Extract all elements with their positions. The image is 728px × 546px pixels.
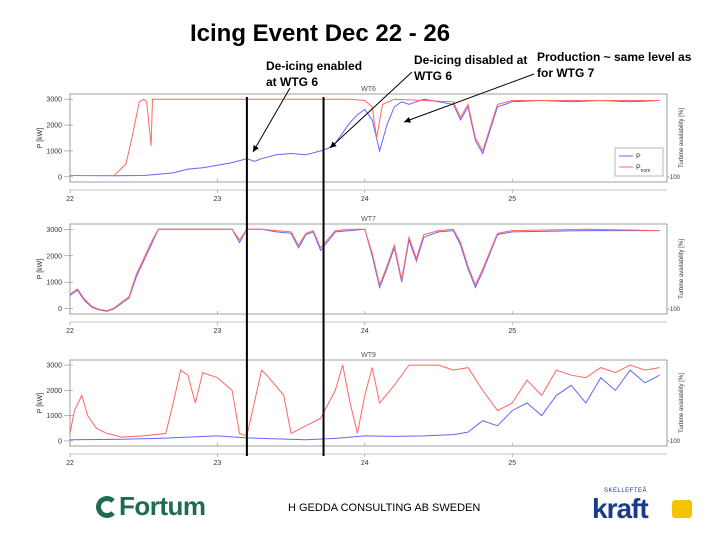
annotation-deicing-disabled: De-icing disabled at WTG 6 <box>414 52 527 84</box>
annotation-arrow-production <box>403 73 535 123</box>
footer-text: H GEDDA CONSULTING AB SWEDEN <box>288 502 481 514</box>
fortum-logo-text: Fortum <box>119 491 206 521</box>
annotation-production-level: Production ~ same level as for WTG 7 <box>537 49 691 81</box>
panel-title: WT7 <box>361 216 376 223</box>
y-tick-label: 2000 <box>46 123 62 130</box>
legend-label: Pnom <box>636 165 650 175</box>
x-tick-label: 24 <box>361 328 369 335</box>
legend-box <box>614 147 664 177</box>
x-tick-label: 23 <box>214 460 222 467</box>
plot-frame <box>69 223 668 315</box>
y-tick-label: 3000 <box>46 227 62 234</box>
kraft-logo: SKELLEFTEÅ kraft <box>592 488 696 524</box>
series-line-p <box>69 228 660 312</box>
series-line-p <box>69 98 660 177</box>
y-tick-label: 1000 <box>46 148 62 155</box>
annotation-arrow-production-head <box>404 116 411 123</box>
y2-axis-label: Turbine availability [%] <box>679 108 685 168</box>
legend-label: P <box>636 154 641 161</box>
kraft-logo-text: kraft <box>592 493 649 524</box>
x-tick-label: 22 <box>66 196 74 203</box>
y2-axis-label: Turbine availability [%] <box>679 373 685 433</box>
annotation-line: De-icing disabled at <box>414 53 528 67</box>
y-axis-label: P [kW] <box>37 393 44 414</box>
panel-title: WT9 <box>361 352 376 359</box>
y2-axis-label: Turbine availability [%] <box>679 239 685 299</box>
annotation-line: Production ~ same level as <box>537 50 692 64</box>
kraft-logo-small-text: SKELLEFTEÅ <box>604 488 648 494</box>
fortum-logo-mark <box>96 496 118 518</box>
kraft-logo-mark <box>672 500 692 518</box>
y-tick-label: 0 <box>58 306 62 313</box>
y-tick-label: 0 <box>58 438 62 445</box>
plot-frame <box>69 93 668 183</box>
annotation-line: for WTG 7 <box>537 66 595 80</box>
y-tick-label: 3000 <box>46 97 62 104</box>
y-tick-label: 2000 <box>46 253 62 260</box>
x-tick-label: 25 <box>508 196 516 203</box>
series-line-p-nom <box>69 228 660 312</box>
slide-title: Icing Event Dec 22 - 26 <box>190 20 451 47</box>
x-tick-label: 22 <box>66 328 74 335</box>
annotation-deicing-enabled: De-icing enabled at WTG 6 <box>266 58 362 90</box>
x-tick-label: 24 <box>361 460 369 467</box>
annotation-line: at WTG 6 <box>266 75 319 89</box>
y-tick-label: 0 <box>58 174 62 181</box>
x-tick-label: 25 <box>508 328 516 335</box>
annotation-arrow-disabled-head <box>330 141 337 148</box>
series-line-p-nom <box>70 98 660 176</box>
series-line-p <box>69 369 660 441</box>
fortum-logo: Fortum <box>96 491 206 522</box>
y-tick-label: 1000 <box>46 280 62 287</box>
y-tick-label: 2000 <box>46 388 62 395</box>
x-tick-label: 25 <box>508 460 516 467</box>
y2-tick-label: 100 <box>670 307 681 313</box>
y-axis-label: P [kW] <box>37 128 44 149</box>
annotation-arrow-disabled <box>329 71 413 149</box>
x-tick-label: 22 <box>66 460 74 467</box>
annotation-arrow-enabled-head <box>253 145 259 152</box>
annotation-arrow-enabled <box>252 87 291 153</box>
y2-tick-label: 100 <box>670 439 681 445</box>
annotation-line: De-icing enabled <box>266 59 363 73</box>
y2-tick-label: 100 <box>670 175 681 181</box>
x-tick-label: 23 <box>214 328 222 335</box>
y-tick-label: 3000 <box>46 363 62 370</box>
x-tick-label: 24 <box>361 196 369 203</box>
annotation-line: WTG 6 <box>414 69 452 83</box>
x-tick-label: 23 <box>214 196 222 203</box>
y-tick-label: 1000 <box>46 413 62 420</box>
plot-frame <box>69 359 668 447</box>
panel-title: WT6 <box>361 86 376 93</box>
series-line-p-nom <box>69 364 660 438</box>
y-axis-label: P [kW] <box>37 259 44 280</box>
